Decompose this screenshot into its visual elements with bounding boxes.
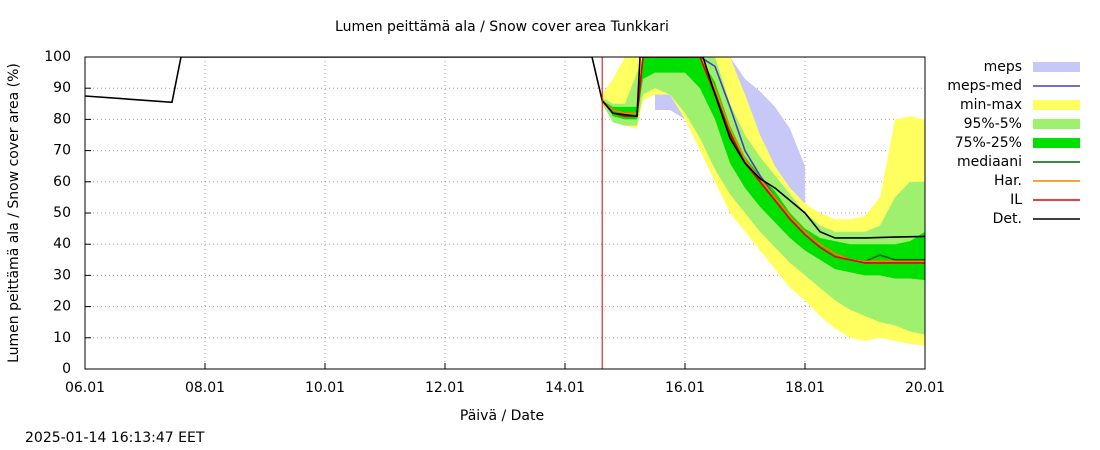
y-tick-label: 80 [53, 111, 71, 127]
y-tick-label: 50 [53, 205, 71, 221]
legend-label: mediaani [957, 154, 1022, 170]
series-line [85, 57, 925, 239]
x-tick-label: 14.01 [545, 380, 585, 396]
y-tick-label: 0 [62, 361, 71, 377]
y-tick-label: 90 [53, 80, 71, 96]
legend: meps meps-med min-max 95%-5% 75%-25% mediaani… [947, 59, 1080, 227]
legend-label: Har. [994, 173, 1022, 189]
x-tick-label: 16.01 [665, 380, 705, 396]
y-tick-label: 40 [53, 236, 71, 252]
x-tick-label: 12.01 [425, 380, 465, 396]
legend-label: IL [1010, 192, 1022, 208]
legend-label: Det. [993, 211, 1022, 227]
y-tick-label: 10 [53, 330, 71, 346]
plot-area [85, 57, 925, 369]
legend-label: min-max [960, 97, 1022, 113]
chart-title: Lumen peittämä ala / Snow cover area Tun… [335, 19, 669, 35]
timestamp: 2025-01-14 16:13:47 EET [25, 430, 205, 446]
axes: 0 10 20 30 40 50 60 70 80 90 100 06.01 08.01 10.01 12.… [44, 49, 945, 396]
legend-label: meps-med [947, 78, 1022, 94]
legend-swatch [1033, 119, 1080, 129]
x-tick-label: 10.01 [305, 380, 345, 396]
legend-label: meps [984, 59, 1022, 75]
legend-label: 95%-5% [964, 116, 1022, 132]
y-tick-label: 30 [53, 267, 71, 283]
y-tick-label: 100 [44, 49, 71, 65]
legend-swatch [1033, 100, 1080, 110]
y-tick-label: 20 [53, 299, 71, 315]
y-tick-label: 60 [53, 174, 71, 190]
x-tick-label: 08.01 [185, 380, 225, 396]
series-line [601, 57, 925, 264]
x-axis-label: Päivä / Date [460, 408, 544, 424]
legend-label: 75%-25% [955, 135, 1022, 151]
y-tick-label: 70 [53, 143, 71, 159]
band-area [602, 57, 925, 281]
legend-swatch [1033, 62, 1080, 72]
x-tick-label: 06.01 [65, 380, 105, 396]
legend-swatch [1033, 138, 1080, 148]
y-axis-label: Lumen peittämä ala / Snow cover area (%) [6, 63, 22, 363]
x-tick-label: 18.01 [785, 380, 825, 396]
x-tick-label: 20.01 [905, 380, 945, 396]
